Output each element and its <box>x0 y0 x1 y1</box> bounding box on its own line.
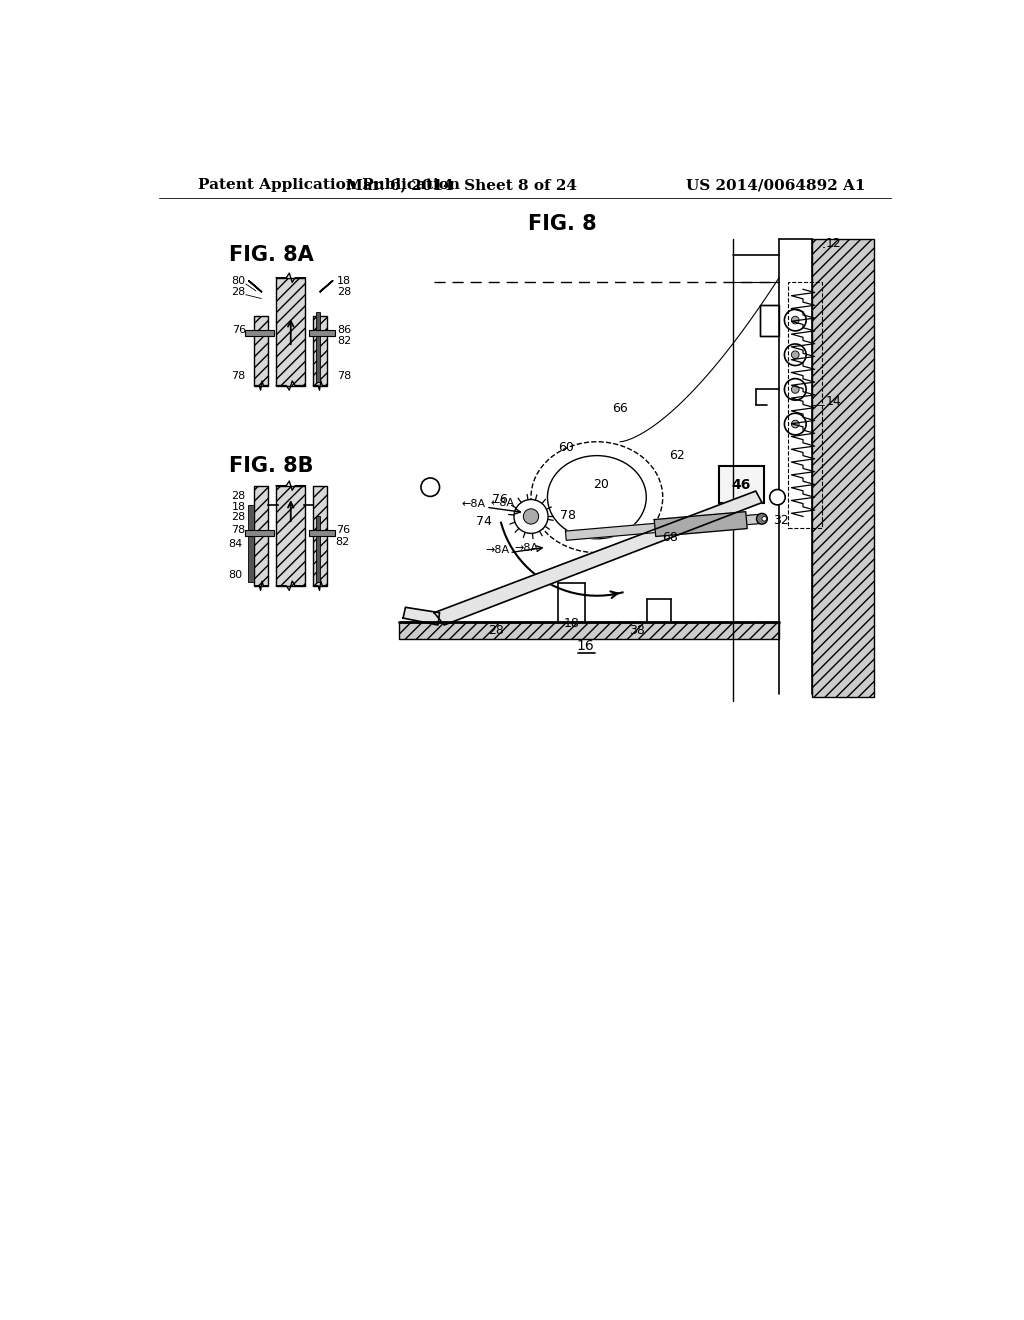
Text: →8A: →8A <box>485 545 509 554</box>
Text: 78: 78 <box>560 508 577 521</box>
Text: 78: 78 <box>231 524 246 535</box>
Text: 62: 62 <box>669 449 685 462</box>
Text: →8A: →8A <box>515 543 539 553</box>
Text: 18: 18 <box>337 276 351 286</box>
Bar <box>254 317 268 385</box>
Text: 28: 28 <box>337 286 351 297</box>
Circle shape <box>523 508 539 524</box>
Circle shape <box>784 379 806 400</box>
Polygon shape <box>434 491 762 626</box>
Bar <box>760 305 779 335</box>
Bar <box>245 330 274 335</box>
Bar <box>308 531 335 536</box>
Text: 86: 86 <box>337 325 351 335</box>
Text: 32: 32 <box>773 515 788 527</box>
Text: 80: 80 <box>231 276 246 286</box>
Circle shape <box>792 317 799 323</box>
Circle shape <box>784 345 806 366</box>
Text: 76: 76 <box>336 524 350 535</box>
Text: ←8A: ←8A <box>490 499 515 508</box>
Circle shape <box>514 499 548 533</box>
Text: 28: 28 <box>231 286 246 297</box>
Text: Mar. 6, 2014  Sheet 8 of 24: Mar. 6, 2014 Sheet 8 of 24 <box>346 178 577 193</box>
Text: 66: 66 <box>612 403 628 416</box>
Bar <box>308 330 335 335</box>
Bar <box>787 281 822 528</box>
Text: 78: 78 <box>337 371 351 381</box>
Text: 78: 78 <box>231 371 246 381</box>
Text: 76: 76 <box>231 325 246 335</box>
Bar <box>276 277 305 385</box>
Circle shape <box>421 478 439 496</box>
Text: 12: 12 <box>825 238 842 249</box>
Text: ←8A: ←8A <box>462 499 486 510</box>
Text: FIG. 8A: FIG. 8A <box>228 244 313 264</box>
Bar <box>812 239 873 697</box>
Circle shape <box>784 413 806 434</box>
Bar <box>248 506 254 582</box>
Polygon shape <box>565 515 762 540</box>
Text: 80: 80 <box>228 570 243 579</box>
Text: 28: 28 <box>231 512 246 523</box>
Text: FIG. 8B: FIG. 8B <box>228 457 313 477</box>
Text: 20: 20 <box>593 478 608 491</box>
Text: 82: 82 <box>337 337 351 346</box>
Circle shape <box>762 516 767 521</box>
Bar <box>245 531 274 536</box>
Bar <box>254 486 268 586</box>
Text: 28: 28 <box>488 624 504 638</box>
Polygon shape <box>403 607 439 626</box>
Circle shape <box>784 309 806 331</box>
Bar <box>719 466 764 503</box>
Text: 16: 16 <box>577 639 594 652</box>
Text: 28: 28 <box>231 491 246 500</box>
Bar <box>316 516 321 582</box>
Text: FIG. 8: FIG. 8 <box>527 214 596 234</box>
Polygon shape <box>654 512 748 536</box>
Text: 74: 74 <box>476 515 492 528</box>
Circle shape <box>757 513 767 524</box>
Bar <box>399 622 779 639</box>
Circle shape <box>792 351 799 359</box>
Text: 14: 14 <box>825 395 842 408</box>
Text: 18: 18 <box>563 616 580 630</box>
Text: 82: 82 <box>336 537 350 546</box>
Text: 60: 60 <box>558 441 573 454</box>
Text: Patent Application Publication: Patent Application Publication <box>198 178 460 193</box>
Bar <box>316 313 321 381</box>
Text: US 2014/0064892 A1: US 2014/0064892 A1 <box>686 178 865 193</box>
Text: 76: 76 <box>492 492 508 506</box>
Text: 84: 84 <box>228 540 243 549</box>
Bar <box>276 486 305 586</box>
Circle shape <box>770 490 785 506</box>
Text: 46: 46 <box>731 478 751 492</box>
Circle shape <box>792 420 799 428</box>
Text: 38: 38 <box>629 624 645 638</box>
Bar <box>313 317 328 385</box>
Text: 68: 68 <box>663 531 679 544</box>
Text: 18: 18 <box>231 502 246 512</box>
Circle shape <box>792 385 799 393</box>
Bar <box>313 486 328 586</box>
